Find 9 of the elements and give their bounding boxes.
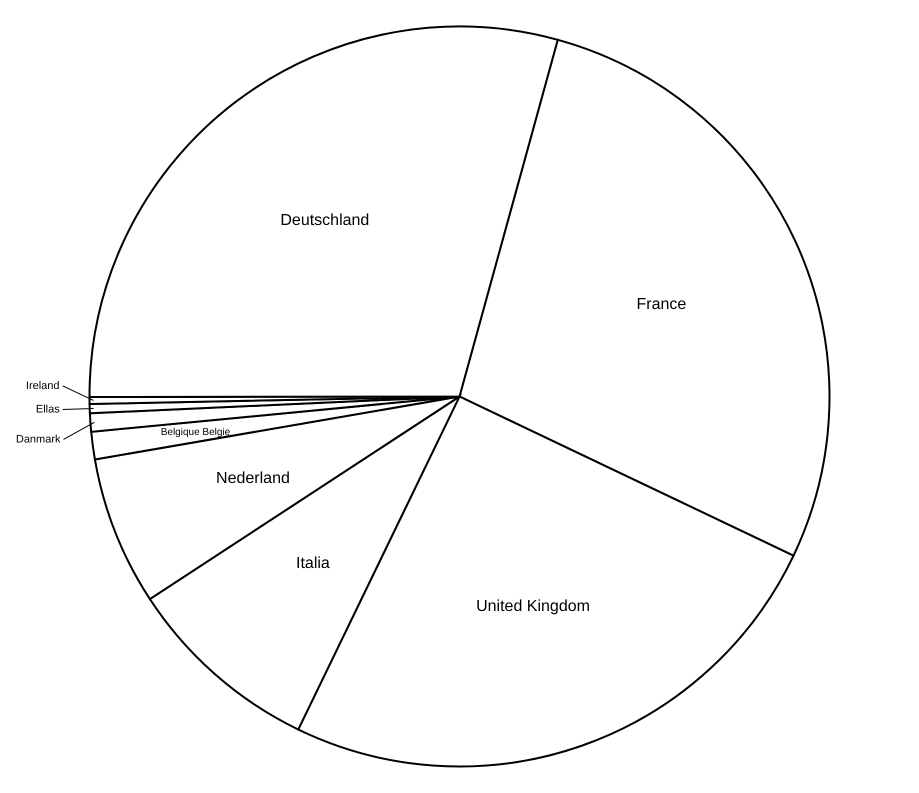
slice-label: Nederland bbox=[216, 470, 290, 487]
slice-label: Ellas bbox=[36, 404, 60, 416]
slice-label: Belgique Belgie bbox=[160, 426, 231, 438]
slice-label: Deutschland bbox=[280, 212, 370, 229]
slice-label: Danmark bbox=[16, 434, 61, 446]
slice-label: Ireland bbox=[26, 380, 60, 392]
slice-label: France bbox=[636, 296, 686, 314]
slice-label: Italia bbox=[296, 555, 330, 572]
slice-label: United Kingdom bbox=[476, 598, 590, 615]
